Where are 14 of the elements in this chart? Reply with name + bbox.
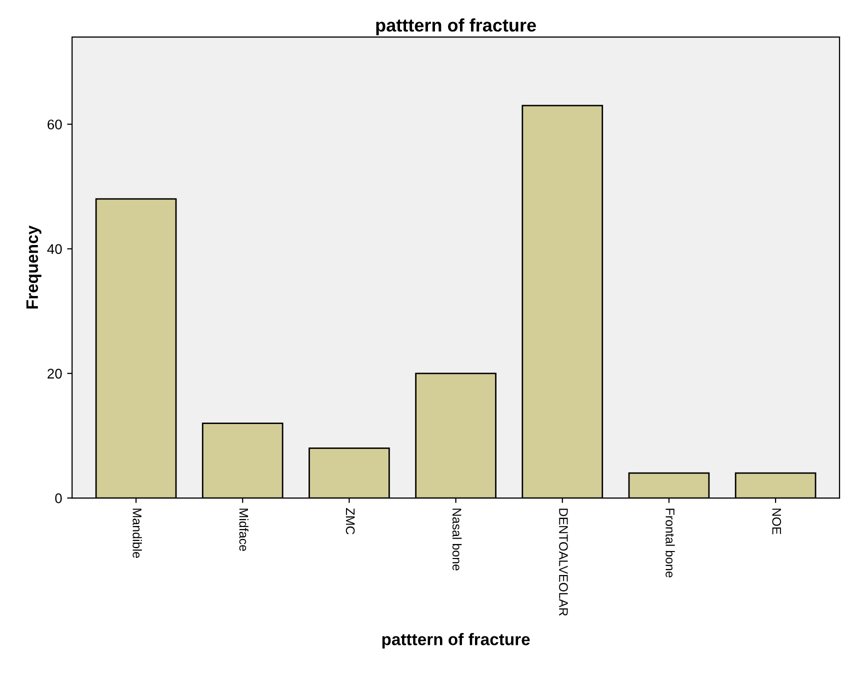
y-tick-label: 0 (55, 493, 62, 504)
x-tick-label: Mandible (132, 508, 142, 558)
x-axis-title: patttern of fracture (382, 633, 530, 649)
y-tick-label: 40 (47, 244, 62, 254)
x-tick-label: NOE (772, 508, 782, 534)
y-tick-label: 60 (48, 120, 62, 130)
x-tick-label: Nasal bone (452, 508, 462, 570)
x-tick-label: Midface (239, 508, 248, 551)
y-axis-title: Frequency (26, 225, 42, 309)
y-tick-label: 20 (48, 368, 62, 379)
chart-title: patttern of fracture (376, 18, 536, 36)
x-tick-label: DENTOALVEOLAR (559, 508, 568, 616)
x-tick-label: Frontal bone (666, 508, 675, 578)
x-tick-label: ZMC (346, 508, 355, 534)
